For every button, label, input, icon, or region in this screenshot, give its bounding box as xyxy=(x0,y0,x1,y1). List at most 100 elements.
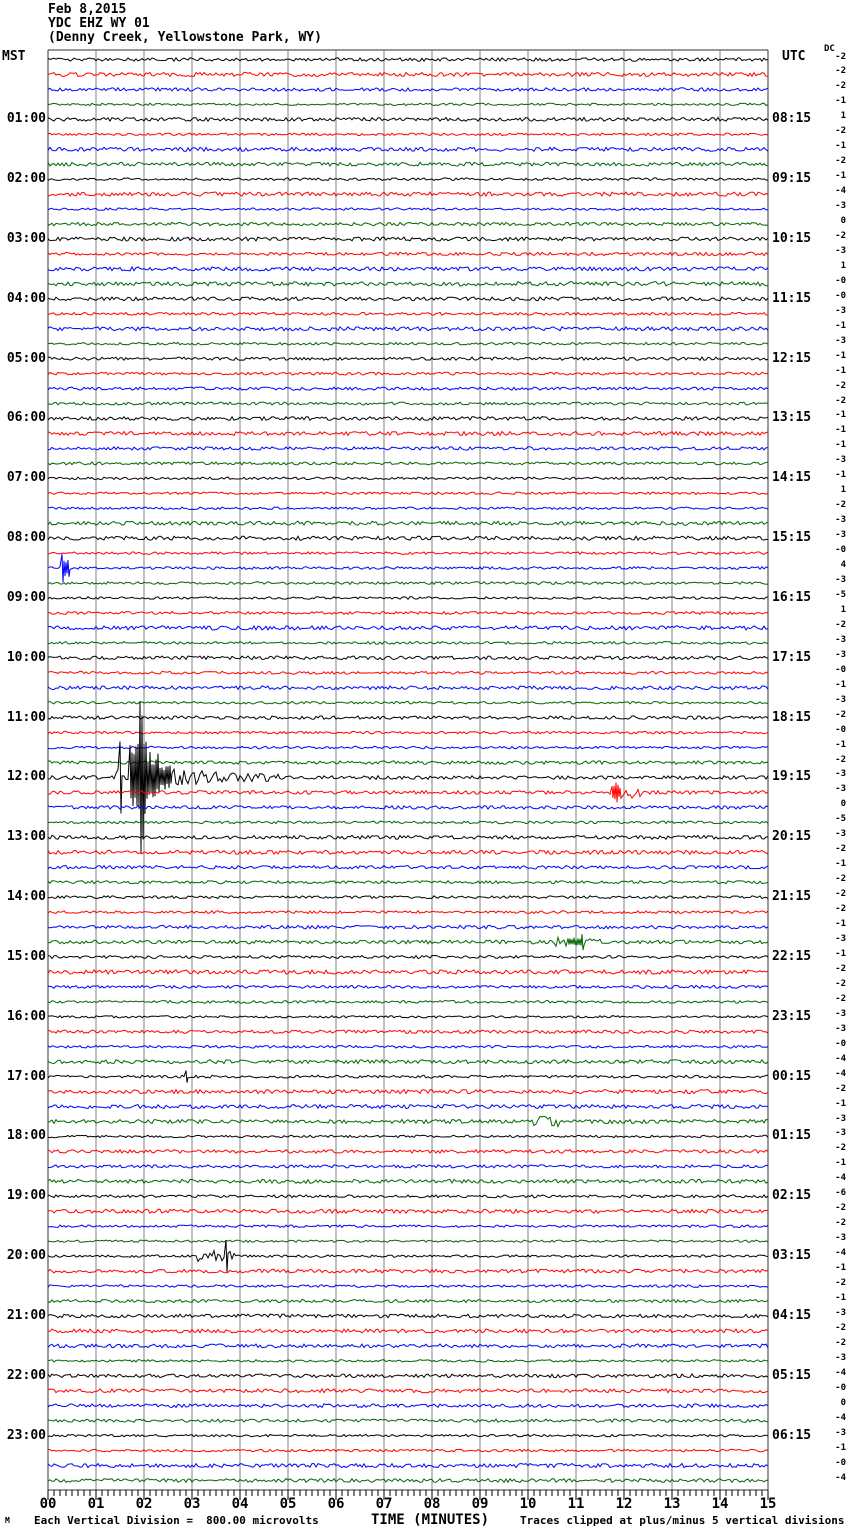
seismic-trace xyxy=(47,1178,769,1185)
dc-offset-value: -0 xyxy=(835,724,846,735)
dc-offset-value: -2 xyxy=(835,230,846,241)
mst-time-label: 05:00 xyxy=(6,350,46,366)
dc-offset-value: -0 xyxy=(835,290,846,301)
dc-offset-value: -2 xyxy=(835,619,846,630)
dc-offset-value: -4 xyxy=(835,1472,846,1483)
seismic-trace xyxy=(47,1088,769,1095)
dc-offset-value: -1 xyxy=(835,171,846,182)
seismic-trace xyxy=(48,1328,769,1334)
mst-time-label: 22:00 xyxy=(6,1367,46,1383)
dc-offset-value: -5 xyxy=(835,589,846,600)
seismic-trace xyxy=(47,415,769,422)
seismic-trace xyxy=(47,551,769,556)
mst-time-label: 06:00 xyxy=(6,410,46,426)
seismic-trace xyxy=(47,1224,769,1229)
x-tick-label: 05 xyxy=(279,1496,297,1512)
dc-offset-value: 1 xyxy=(840,485,846,496)
x-tick-label: 06 xyxy=(327,1496,345,1512)
seismic-trace xyxy=(47,371,769,376)
utc-time-label: 09:15 xyxy=(772,171,812,187)
dc-offset-value: -1 xyxy=(835,96,846,107)
utc-time-label: 21:15 xyxy=(772,889,812,905)
utc-time-label: 18:15 xyxy=(772,709,812,725)
dc-offset-value: -6 xyxy=(835,1188,846,1199)
dc-offset-value: -0 xyxy=(835,664,846,675)
mst-time-label: 23:00 xyxy=(6,1427,46,1443)
seismic-trace xyxy=(47,1029,769,1035)
seismic-trace xyxy=(47,1284,769,1289)
dc-offset-value: -1 xyxy=(835,859,846,870)
seismic-trace xyxy=(47,132,769,137)
seismic-trace xyxy=(47,864,769,870)
dc-axis-header: DC xyxy=(824,44,835,54)
dc-offset-value: -2 xyxy=(835,963,846,974)
dc-offset-value: -2 xyxy=(835,1203,846,1214)
seismic-trace xyxy=(47,1343,769,1349)
dc-offset-value: -1 xyxy=(835,1158,846,1169)
dc-offset-value: -1 xyxy=(835,470,846,481)
seismic-trace xyxy=(47,1240,769,1273)
seismic-trace xyxy=(47,655,769,661)
utc-time-label: 12:15 xyxy=(772,350,812,366)
utc-time-label: 08:15 xyxy=(772,111,812,127)
mst-time-label: 08:00 xyxy=(6,530,46,546)
dc-offset-value: -3 xyxy=(835,934,846,945)
seismic-trace xyxy=(47,730,769,735)
mst-time-label: 16:00 xyxy=(6,1008,46,1024)
seismic-trace xyxy=(47,879,769,885)
x-tick-label: 13 xyxy=(663,1496,681,1512)
dc-offset-value: -2 xyxy=(835,1278,846,1289)
x-tick-label: 00 xyxy=(39,1496,57,1512)
seismic-trace xyxy=(47,251,769,257)
seismic-trace xyxy=(47,191,769,198)
seismic-trace xyxy=(47,221,769,227)
x-tick-label: 01 xyxy=(87,1496,105,1512)
seismic-trace xyxy=(47,895,769,900)
dc-offset-value: -4 xyxy=(835,1068,846,1079)
dc-offset-value: -1 xyxy=(835,739,846,750)
x-tick-label: 12 xyxy=(615,1496,633,1512)
mst-time-label: 19:00 xyxy=(6,1188,46,1204)
seismic-trace xyxy=(47,834,769,841)
seismic-trace xyxy=(47,984,769,990)
dc-offset-value: -1 xyxy=(835,425,846,436)
seismic-trace xyxy=(47,685,769,691)
utc-time-label: 05:15 xyxy=(772,1367,812,1383)
seismic-trace xyxy=(47,924,769,930)
utc-time-label: 06:15 xyxy=(772,1427,812,1443)
dc-offset-value: -4 xyxy=(835,1173,846,1184)
seismic-trace xyxy=(47,954,769,960)
seismic-trace xyxy=(47,760,769,765)
seismic-trace xyxy=(47,1194,769,1199)
seismic-trace xyxy=(47,610,769,616)
seismic-trace xyxy=(47,461,769,466)
dc-offset-value: -3 xyxy=(835,1233,846,1244)
seismic-trace xyxy=(47,71,769,78)
dc-offset-value: -3 xyxy=(835,1023,846,1034)
seismic-trace xyxy=(47,1462,769,1469)
seismic-trace xyxy=(47,1103,769,1110)
seismic-trace xyxy=(47,236,769,242)
seismic-trace xyxy=(47,820,769,825)
seismic-trace xyxy=(48,1418,769,1423)
dc-offset-value: -2 xyxy=(835,1218,846,1229)
dc-offset-value: -3 xyxy=(835,649,846,660)
dc-offset-value: -3 xyxy=(835,694,846,705)
mst-time-label: 12:00 xyxy=(6,769,46,785)
dc-offset-value: -3 xyxy=(835,634,846,645)
clip-note: Traces clipped at plus/minus 5 vertical … xyxy=(520,1514,845,1527)
dc-offset-value: -3 xyxy=(835,1113,846,1124)
seismic-trace xyxy=(47,1058,769,1065)
seismic-trace xyxy=(47,207,769,211)
seismic-trace xyxy=(47,1015,769,1019)
utc-axis-header: UTC xyxy=(782,49,806,64)
dc-offset-value: -3 xyxy=(835,769,846,780)
dc-offset-value: -3 xyxy=(835,829,846,840)
dc-offset-value: -1 xyxy=(835,679,846,690)
seismic-trace xyxy=(47,86,769,92)
seismic-trace xyxy=(47,1115,769,1129)
dc-offset-value: -2 xyxy=(835,81,846,92)
mst-time-label: 20:00 xyxy=(6,1248,46,1264)
seismic-trace xyxy=(47,1164,769,1169)
seismic-trace xyxy=(47,782,769,803)
